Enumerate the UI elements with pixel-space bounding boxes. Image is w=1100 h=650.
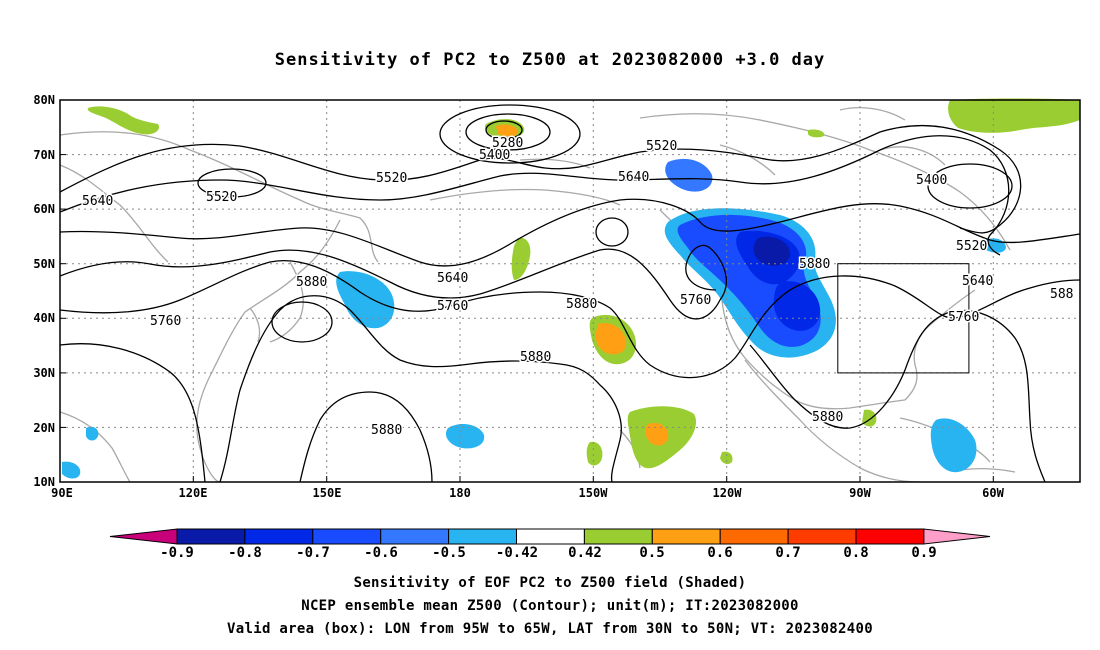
colorbar-label: 0.42 xyxy=(568,545,602,561)
colorbar-swatch xyxy=(855,528,925,545)
map-title: Sensitivity of PC2 to Z500 at 2023082000… xyxy=(274,50,826,70)
map-panel xyxy=(60,100,1080,482)
lon-label: 120W xyxy=(713,486,743,500)
longitude-labels: 90E 120E 150E 180 150W 120W 90W 60W xyxy=(51,486,1004,500)
colorbar-label: -0.9 xyxy=(160,545,194,561)
graticule xyxy=(60,100,1080,482)
colorbar xyxy=(109,528,991,545)
caption-shading: Sensitivity of EOF PC2 to Z500 field (Sh… xyxy=(353,575,747,591)
contour-label: 5520 xyxy=(376,171,407,186)
contour-label: 5760 xyxy=(150,314,181,329)
contour-label: 5520 xyxy=(206,190,237,205)
lat-label: 70N xyxy=(33,148,55,162)
map-frame xyxy=(59,99,1081,483)
lat-label: 40N xyxy=(33,311,55,325)
contour-label: 5880 xyxy=(296,275,327,290)
contour-label: 5520 xyxy=(646,139,677,154)
colorbar-swatch xyxy=(380,528,450,545)
contour-label: 5880 xyxy=(520,350,551,365)
lat-label: 50N xyxy=(33,257,55,271)
colorbar-label: -0.7 xyxy=(296,545,330,561)
lon-label: 120E xyxy=(179,486,208,500)
colorbar-label: -0.5 xyxy=(432,545,466,561)
contour-label: 5760 xyxy=(680,293,711,308)
contour-label: 5880 xyxy=(566,297,597,312)
colorbar-label: 0.5 xyxy=(639,545,664,561)
colorbar-swatch xyxy=(312,528,382,545)
contour-label: 5760 xyxy=(948,310,979,325)
lat-label: 60N xyxy=(33,202,55,216)
colorbar-label: -0.8 xyxy=(228,545,262,561)
tick-marks xyxy=(60,99,994,483)
colorbar-swatch xyxy=(583,528,653,545)
lon-label: 150E xyxy=(313,486,342,500)
lat-label: 30N xyxy=(33,366,55,380)
contour-label: 5400 xyxy=(916,173,947,188)
colorbar-label: 0.7 xyxy=(775,545,800,561)
contour-label: 5520 xyxy=(956,239,987,254)
colorbar-swatch xyxy=(651,528,721,545)
lat-label: 80N xyxy=(33,93,55,107)
contour-label: 5640 xyxy=(82,194,113,209)
contour-label: 5640 xyxy=(437,271,468,286)
contour-label: 5880 xyxy=(799,257,830,272)
contour-label: 588 xyxy=(1050,287,1073,302)
contour-label: 5760 xyxy=(437,299,468,314)
latitude-labels: 80N 70N 60N 50N 40N 30N 20N 10N xyxy=(33,93,55,489)
valid-area-box xyxy=(837,263,970,374)
contour-label: 5640 xyxy=(618,170,649,185)
colorbar-swatch xyxy=(719,528,789,545)
lon-label: 90E xyxy=(51,486,73,500)
colorbar-label: 0.6 xyxy=(707,545,732,561)
lat-label: 20N xyxy=(33,421,55,435)
contour-label: 5880 xyxy=(812,410,843,425)
colorbar-labels: -0.9 -0.8 -0.7 -0.6 -0.5 -0.42 0.42 0.5 … xyxy=(160,545,937,561)
lon-label: 60W xyxy=(982,486,1004,500)
lat-label: 10N xyxy=(33,475,55,489)
lon-label: 180 xyxy=(449,486,471,500)
caption-contour: NCEP ensemble mean Z500 (Contour); unit(… xyxy=(301,598,799,614)
contour-label: 5400 xyxy=(479,148,510,163)
contour-labels: 5280 5400 5520 5520 5520 5640 5640 5400 … xyxy=(81,135,1075,440)
lon-label: 150W xyxy=(579,486,609,500)
colorbar-arrow-right xyxy=(923,528,991,545)
colorbar-swatch xyxy=(516,528,585,545)
colorbar-label: -0.6 xyxy=(364,545,398,561)
lon-label: 90W xyxy=(849,486,871,500)
colorbar-swatch xyxy=(244,528,314,545)
colorbar-swatch xyxy=(176,528,246,545)
colorbar-swatch xyxy=(787,528,857,545)
contour-label: 5280 xyxy=(492,136,523,151)
colorbar-label: 0.9 xyxy=(911,545,936,561)
contour-label: 5880 xyxy=(371,423,402,438)
contour-label: 5640 xyxy=(962,274,993,289)
colorbar-arrow-left xyxy=(109,528,178,545)
colorbar-swatch xyxy=(448,528,518,545)
z500-contours xyxy=(59,104,1081,483)
colorbar-label: -0.42 xyxy=(496,545,538,561)
colorbar-label: 0.8 xyxy=(843,545,868,561)
caption-valid-area: Valid area (box): LON from 95W to 65W, L… xyxy=(227,621,873,637)
